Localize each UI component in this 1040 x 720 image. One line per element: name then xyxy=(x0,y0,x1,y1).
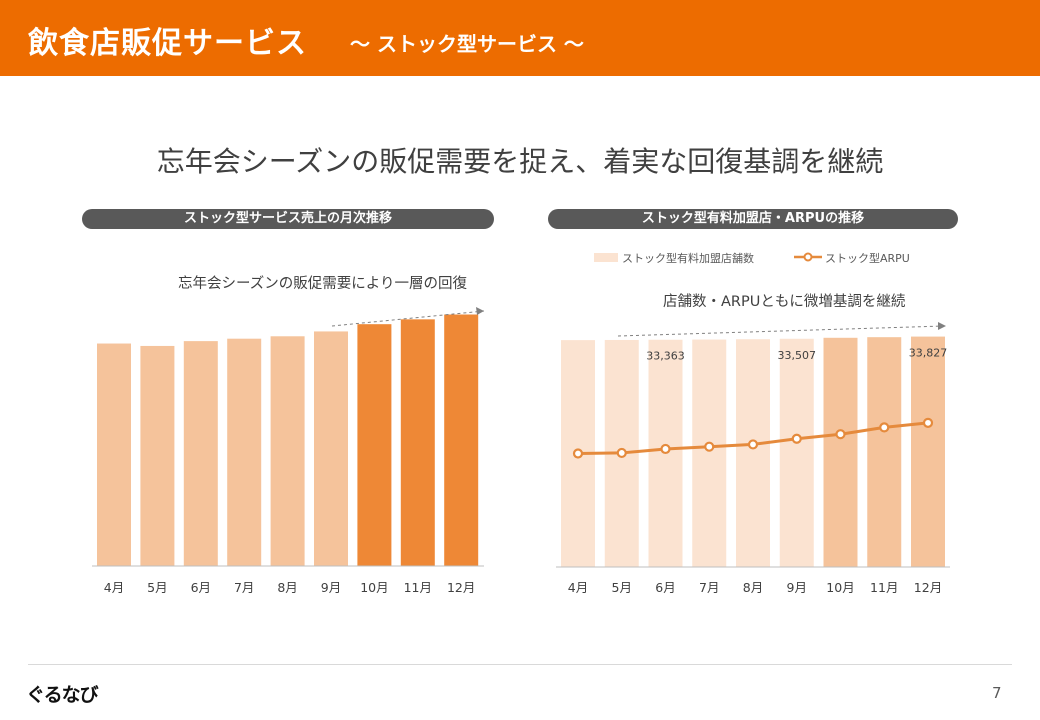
bar-7 xyxy=(357,324,392,566)
x-tick-label: 8月 xyxy=(277,580,297,595)
x-tick-label: 12月 xyxy=(914,580,942,595)
x-tick-label: 4月 xyxy=(104,580,124,595)
x-tick-label: 10月 xyxy=(826,580,854,595)
bar-3 xyxy=(183,341,218,566)
x-tick-label: 5月 xyxy=(147,580,167,595)
trend-arrow-line xyxy=(331,310,485,327)
trend-arrow-line xyxy=(617,325,945,337)
x-tick-label: 10月 xyxy=(360,580,388,595)
data-label: 33,363 xyxy=(646,350,685,363)
trend-arrow-head xyxy=(938,322,946,330)
arpu-point-4 xyxy=(704,441,715,452)
trend-arrow-head xyxy=(476,307,484,315)
data-label: 33,507 xyxy=(778,349,817,362)
x-tick-label: 6月 xyxy=(191,580,211,595)
store-bar-4 xyxy=(692,339,727,567)
x-tick-label: 7月 xyxy=(699,580,719,595)
company-logo: ぐるなび xyxy=(26,684,99,706)
x-tick-label: 6月 xyxy=(655,580,675,595)
left-panel-title: ストック型サービス売上の月次推移 xyxy=(82,209,494,229)
store-bar-6 xyxy=(779,338,814,567)
store-bar-5 xyxy=(736,339,770,567)
page-title: 飲食店販促サービス xyxy=(28,26,307,61)
x-tick-label: 11月 xyxy=(404,580,432,595)
arpu-point-7 xyxy=(835,429,846,440)
arpu-point-5 xyxy=(747,439,759,450)
header-bar: 飲食店販促サービス ～ ストック型サービス ～ xyxy=(0,0,1040,76)
arpu-point-2 xyxy=(616,447,627,459)
legend-line-label: ストック型ARPU xyxy=(825,252,910,265)
footer-divider xyxy=(28,664,1012,665)
store-bar-8 xyxy=(867,337,902,567)
bar-6 xyxy=(314,331,348,566)
arpu-point-9 xyxy=(922,417,934,428)
x-tick-label: 7月 xyxy=(234,580,254,595)
x-tick-label: 12月 xyxy=(447,580,475,595)
store-bar-7 xyxy=(823,337,858,567)
arpu-point-1 xyxy=(572,448,584,459)
legend-bar-swatch xyxy=(594,253,618,262)
page-subtitle: ～ ストック型サービス ～ xyxy=(350,32,584,56)
x-tick-label: 5月 xyxy=(612,580,632,595)
x-tick-label: 9月 xyxy=(321,580,341,595)
data-label: 33,827 xyxy=(909,347,948,360)
x-tick-label: 9月 xyxy=(787,580,807,595)
x-tick-label: 4月 xyxy=(568,580,588,595)
arpu-point-8 xyxy=(879,422,890,433)
store-bar-9 xyxy=(911,336,945,567)
right-annotation: 店舗数・ARPUともに微増基調を継続 xyxy=(663,294,906,310)
headline: 忘年会シーズンの販促需要を捉え、着実な回復基調を継続 xyxy=(156,145,884,178)
right-panel-title: ストック型有料加盟店・ARPUの推移 xyxy=(548,209,958,229)
arpu-point-3 xyxy=(660,443,671,455)
bar-4 xyxy=(227,338,262,566)
bar-8 xyxy=(400,319,435,566)
bar-1 xyxy=(97,343,131,566)
arpu-point-6 xyxy=(791,433,802,444)
legend-bar-label: ストック型有料加盟店舗数 xyxy=(622,252,754,265)
x-tick-label: 11月 xyxy=(870,580,898,595)
page-number: 7 xyxy=(992,684,1002,702)
x-tick-label: 8月 xyxy=(743,580,763,595)
bar-5 xyxy=(270,336,305,566)
left-annotation: 忘年会シーズンの販促需要により一層の回復 xyxy=(178,276,467,292)
bar-9 xyxy=(444,314,479,566)
legend-line-swatch xyxy=(794,252,822,262)
bar-2 xyxy=(140,345,175,566)
